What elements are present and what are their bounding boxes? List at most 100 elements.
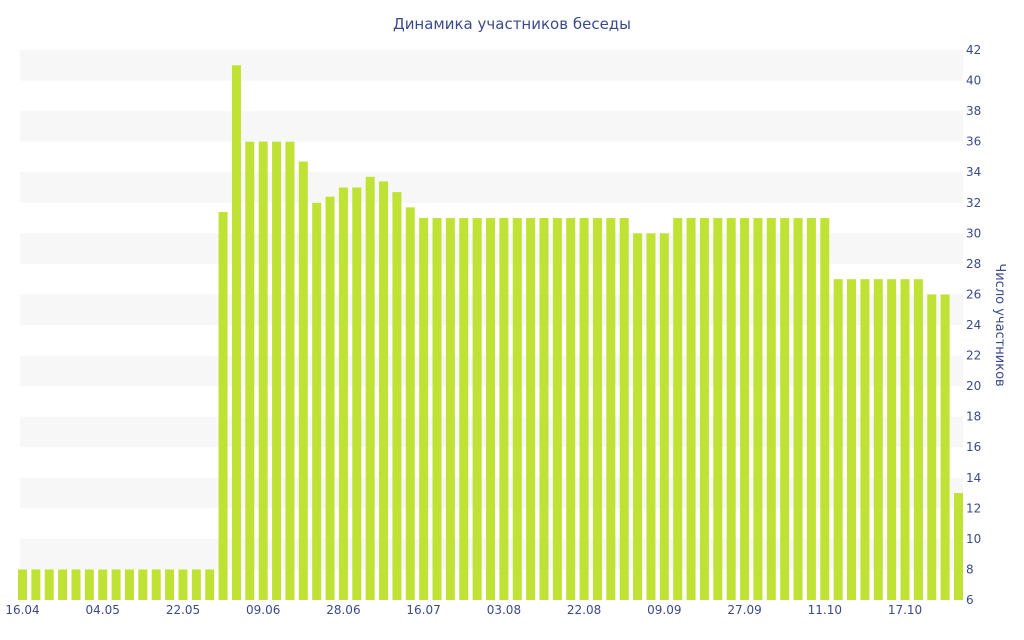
y-tick-label: 22 bbox=[966, 349, 981, 363]
bar[interactable] bbox=[526, 218, 536, 600]
y-tick-label: 34 bbox=[966, 165, 981, 179]
bar[interactable] bbox=[673, 218, 683, 600]
grid-band bbox=[20, 50, 963, 81]
bar[interactable] bbox=[31, 569, 41, 600]
bar[interactable] bbox=[472, 218, 482, 600]
bar[interactable] bbox=[940, 294, 950, 600]
chart-title: Динамика участников беседы bbox=[393, 15, 631, 33]
bar[interactable] bbox=[633, 233, 643, 600]
bar[interactable] bbox=[686, 218, 696, 600]
bar[interactable] bbox=[58, 569, 68, 600]
y-tick-label: 20 bbox=[966, 379, 981, 393]
bar[interactable] bbox=[913, 279, 923, 600]
y-tick-label: 12 bbox=[966, 501, 981, 515]
bar[interactable] bbox=[499, 218, 509, 600]
y-tick-label: 40 bbox=[966, 74, 981, 88]
bar[interactable] bbox=[352, 187, 362, 601]
bar[interactable] bbox=[258, 141, 268, 601]
bar[interactable] bbox=[191, 569, 201, 600]
bar[interactable] bbox=[205, 569, 215, 600]
bar[interactable] bbox=[780, 218, 790, 600]
bar[interactable] bbox=[44, 569, 54, 600]
y-tick-label: 14 bbox=[966, 471, 981, 485]
x-tick-label: 16.07 bbox=[406, 603, 440, 617]
bar[interactable] bbox=[338, 187, 348, 601]
bar[interactable] bbox=[753, 218, 763, 600]
x-tick-label: 28.06 bbox=[326, 603, 360, 617]
bar[interactable] bbox=[726, 218, 736, 600]
bar[interactable] bbox=[486, 218, 495, 600]
x-tick-label: 22.08 bbox=[567, 603, 601, 617]
bar[interactable] bbox=[178, 569, 188, 600]
bar[interactable] bbox=[806, 218, 816, 600]
y-tick-label: 10 bbox=[966, 532, 981, 546]
bar[interactable] bbox=[833, 279, 843, 600]
y-tick-label: 36 bbox=[966, 135, 981, 149]
bar[interactable] bbox=[954, 493, 963, 600]
bar[interactable] bbox=[699, 218, 709, 600]
bar[interactable] bbox=[111, 569, 121, 600]
bar[interactable] bbox=[151, 569, 161, 600]
bar[interactable] bbox=[646, 233, 656, 600]
bar[interactable] bbox=[766, 218, 776, 600]
bar[interactable] bbox=[659, 233, 669, 600]
bar[interactable] bbox=[552, 218, 562, 600]
bar[interactable] bbox=[592, 218, 602, 600]
bar[interactable] bbox=[619, 218, 629, 600]
bar[interactable] bbox=[231, 65, 241, 600]
bar[interactable] bbox=[459, 218, 469, 600]
bar[interactable] bbox=[539, 218, 549, 600]
bar[interactable] bbox=[98, 569, 108, 600]
bar[interactable] bbox=[365, 176, 375, 600]
bar[interactable] bbox=[285, 141, 295, 601]
bar[interactable] bbox=[579, 218, 589, 600]
bar[interactable] bbox=[379, 181, 389, 600]
bar[interactable] bbox=[887, 279, 897, 600]
y-tick-label: 16 bbox=[966, 440, 981, 454]
bar[interactable] bbox=[419, 218, 429, 600]
bar[interactable] bbox=[793, 218, 803, 600]
bar[interactable] bbox=[138, 569, 148, 600]
bar[interactable] bbox=[820, 218, 830, 600]
bar[interactable] bbox=[860, 279, 870, 600]
x-tick-label: 09.09 bbox=[647, 603, 681, 617]
x-tick-label: 04.05 bbox=[86, 603, 120, 617]
x-tick-label: 11.10 bbox=[808, 603, 842, 617]
bar[interactable] bbox=[847, 279, 857, 600]
x-tick-label: 03.08 bbox=[487, 603, 521, 617]
bar[interactable] bbox=[713, 218, 723, 600]
x-tick-label: 27.09 bbox=[727, 603, 761, 617]
y-tick-label: 6 bbox=[966, 593, 974, 607]
bar[interactable] bbox=[566, 218, 576, 600]
bar[interactable] bbox=[606, 218, 616, 600]
bar[interactable] bbox=[325, 196, 335, 601]
bar[interactable] bbox=[432, 218, 442, 600]
bar[interactable] bbox=[298, 161, 308, 600]
bar[interactable] bbox=[84, 569, 94, 600]
bar[interactable] bbox=[18, 569, 27, 600]
bar[interactable] bbox=[900, 279, 910, 600]
bar[interactable] bbox=[392, 192, 402, 600]
y-tick-label: 28 bbox=[966, 257, 981, 271]
bar[interactable] bbox=[927, 294, 937, 600]
y-tick-label: 18 bbox=[966, 410, 981, 424]
bar[interactable] bbox=[245, 141, 255, 601]
bar[interactable] bbox=[71, 569, 81, 600]
x-tick-label: 22.05 bbox=[166, 603, 200, 617]
x-axis-ticks: 16.04 04.05 22.05 09.06 28.06 16.07 03.08 22.08… bbox=[5, 603, 922, 617]
y-axis-label: Число участников bbox=[992, 263, 1007, 386]
bar[interactable] bbox=[124, 569, 134, 600]
bars-group bbox=[18, 65, 963, 601]
bar[interactable] bbox=[445, 218, 455, 600]
bar[interactable] bbox=[873, 279, 883, 600]
bar[interactable] bbox=[512, 218, 522, 600]
bar[interactable] bbox=[165, 569, 175, 600]
bar[interactable] bbox=[218, 211, 228, 600]
x-tick-label: 17.10 bbox=[888, 603, 922, 617]
y-tick-label: 30 bbox=[966, 226, 981, 240]
bar[interactable] bbox=[312, 202, 322, 600]
bar[interactable] bbox=[272, 141, 282, 601]
bar[interactable] bbox=[740, 218, 750, 600]
bar[interactable] bbox=[405, 207, 415, 601]
